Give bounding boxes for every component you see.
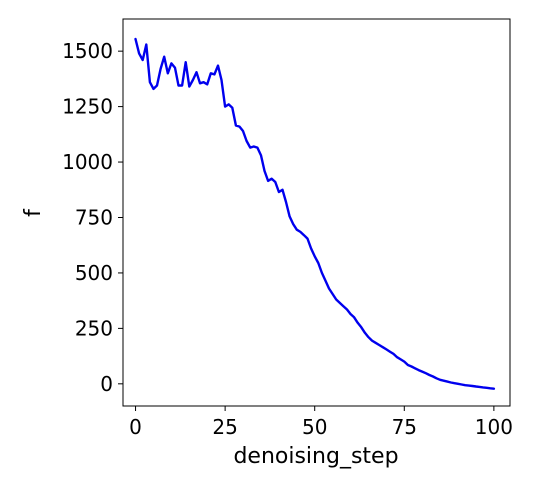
y-axis-ticks: 0 250 500 750 1000 1250 1500	[62, 39, 123, 396]
y-tick-label: 1500	[62, 39, 113, 63]
x-tick-label: 100	[475, 415, 513, 439]
y-tick-label: 1250	[62, 95, 113, 119]
x-axis-label: denoising_step	[233, 444, 398, 469]
series-line	[134, 37, 496, 390]
y-axis-label: f	[21, 208, 46, 217]
x-tick-label: 75	[392, 415, 417, 439]
x-tick-label: 50	[302, 415, 327, 439]
x-axis-ticks: 0 25 50 75 100	[129, 406, 513, 439]
y-tick-label: 250	[75, 316, 113, 340]
plot-area	[123, 19, 510, 406]
y-tick-label: 0	[100, 372, 113, 396]
y-tick-label: 500	[75, 261, 113, 285]
plot-frame	[122, 18, 511, 407]
y-tick-label: 1000	[62, 150, 113, 174]
x-tick-label: 0	[129, 415, 142, 439]
x-tick-label: 25	[212, 415, 237, 439]
y-tick-label: 750	[75, 205, 113, 229]
